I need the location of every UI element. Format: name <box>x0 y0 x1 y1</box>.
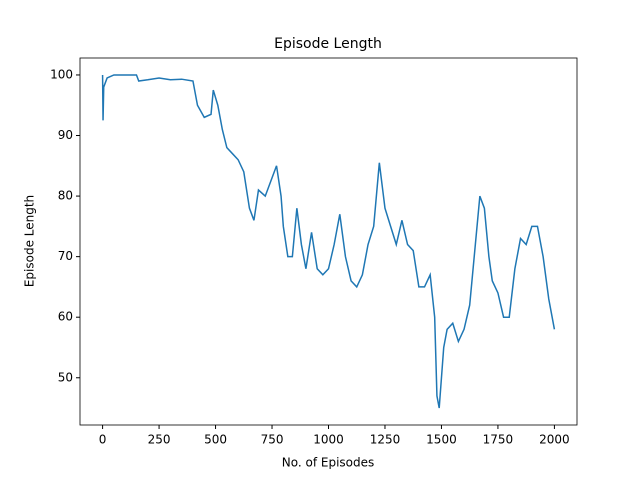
y-tick-label: 50 <box>58 370 73 384</box>
x-tick-label: 250 <box>148 433 171 447</box>
x-tick-label: 1250 <box>370 433 401 447</box>
plot-frame <box>79 57 578 426</box>
x-tick-label: 1500 <box>426 433 457 447</box>
x-tick-label: 2000 <box>539 433 570 447</box>
x-tick-label: 1000 <box>313 433 344 447</box>
data-line <box>101 74 556 409</box>
x-tick-label: 500 <box>204 433 227 447</box>
x-axis-label: No. of Episodes <box>282 456 375 470</box>
y-tick-label: 80 <box>58 189 73 203</box>
y-tick-label: 100 <box>50 67 73 81</box>
x-tick-label: 1750 <box>483 433 514 447</box>
y-tick-label: 90 <box>58 128 73 142</box>
y-axis-label: Episode Length <box>23 195 37 287</box>
x-tick-label: 750 <box>261 433 284 447</box>
x-tick-label: 0 <box>99 433 107 447</box>
y-tick-label: 60 <box>58 310 73 324</box>
chart-title: Episode Length <box>274 36 382 52</box>
y-tick-label: 70 <box>58 249 73 263</box>
